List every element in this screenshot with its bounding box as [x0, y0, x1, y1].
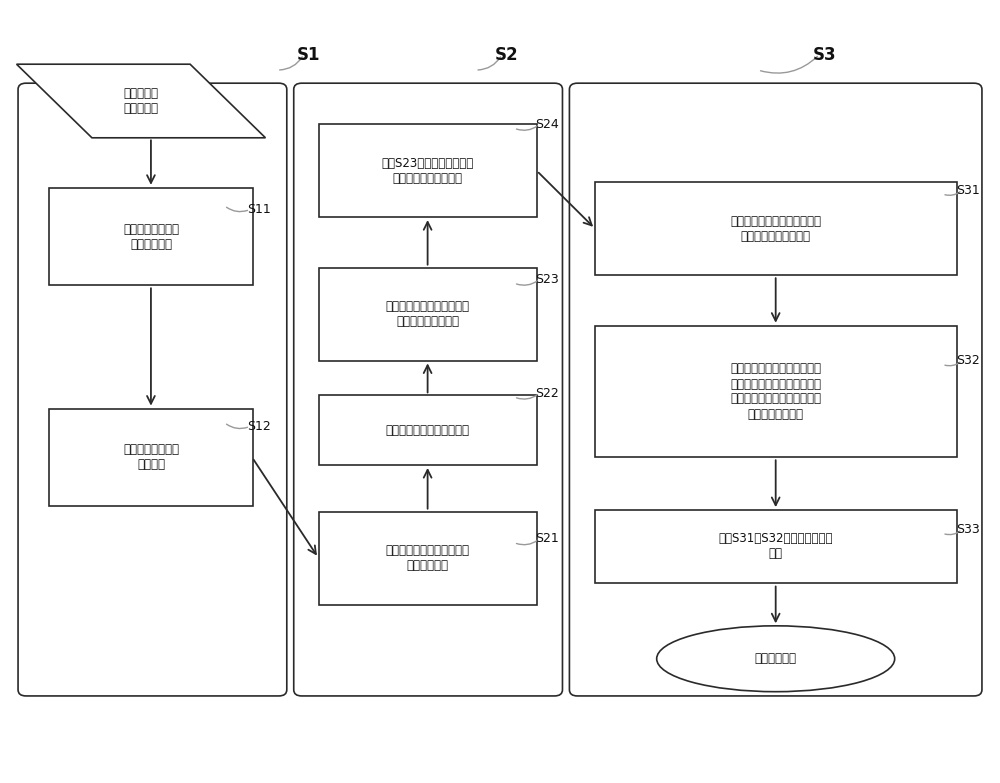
FancyBboxPatch shape	[319, 395, 537, 465]
Text: S12: S12	[247, 420, 271, 433]
Ellipse shape	[657, 626, 895, 691]
FancyBboxPatch shape	[595, 326, 957, 457]
FancyBboxPatch shape	[49, 188, 253, 285]
Text: 利用渐进直推式支持向量机
对训练样本进行训练: 利用渐进直推式支持向量机 对训练样本进行训练	[386, 300, 470, 328]
Text: 变化检测结果: 变化检测结果	[755, 652, 797, 666]
Text: S23: S23	[535, 272, 558, 286]
Text: S24: S24	[535, 117, 558, 131]
Text: S22: S22	[535, 387, 558, 399]
Text: S11: S11	[247, 203, 271, 216]
Text: 在最低尺度上提取训练样本: 在最低尺度上提取训练样本	[386, 424, 470, 437]
Text: 根据S23计算的模型对最低
尺度变化特征进行分类: 根据S23计算的模型对最低 尺度变化特征进行分类	[381, 157, 474, 185]
Text: S1: S1	[297, 45, 320, 63]
Text: 重夏S31和S32步骤，直到最高
尺度: 重夏S31和S32步骤，直到最高 尺度	[718, 532, 833, 561]
FancyBboxPatch shape	[319, 268, 537, 360]
Text: S2: S2	[495, 45, 519, 63]
Text: S3: S3	[812, 45, 836, 63]
FancyBboxPatch shape	[294, 83, 562, 696]
Polygon shape	[17, 64, 265, 138]
Text: 在最低尺度上对多时相图像
提取显著区域: 在最低尺度上对多时相图像 提取显著区域	[386, 544, 470, 572]
Text: 已配准多时
相遥感图像: 已配准多时 相遥感图像	[124, 87, 159, 115]
Text: S21: S21	[535, 532, 558, 545]
Text: 根据当前尺度的分类结果计算
可靠区域和不可靠区域: 根据当前尺度的分类结果计算 可靠区域和不可靠区域	[730, 215, 821, 243]
Text: 提取多尺度多时相
变化特征: 提取多尺度多时相 变化特征	[123, 443, 179, 471]
FancyBboxPatch shape	[595, 182, 957, 276]
FancyBboxPatch shape	[18, 83, 287, 696]
FancyBboxPatch shape	[319, 511, 537, 604]
Text: 对可靠区域的结果传播到上一
尺度，不可靠区域结果利用渐
进直推式支持向量机和多尺度
变化特征重新分类: 对可靠区域的结果传播到上一 尺度，不可靠区域结果利用渐 进直推式支持向量机和多尺…	[730, 363, 821, 420]
FancyBboxPatch shape	[49, 409, 253, 506]
Text: S33: S33	[956, 523, 980, 536]
Text: 分别对两幅图像进
行多尺度分解: 分别对两幅图像进 行多尺度分解	[123, 222, 179, 251]
FancyBboxPatch shape	[319, 124, 537, 217]
FancyBboxPatch shape	[595, 510, 957, 583]
Text: S31: S31	[956, 183, 980, 197]
FancyBboxPatch shape	[569, 83, 982, 696]
Text: S32: S32	[956, 354, 980, 367]
